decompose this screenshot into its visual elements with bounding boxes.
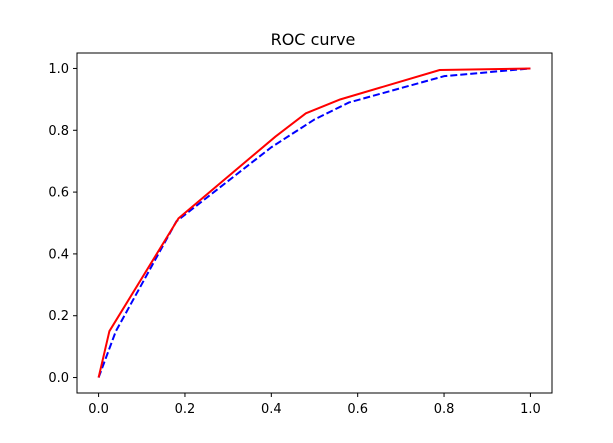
- y-tick-label-3: 0.6: [48, 186, 69, 201]
- y-tick-label-1: 0.2: [48, 309, 69, 324]
- y-axis: 0.0 0.2 0.4 0.6 0.8 1.0: [48, 62, 77, 386]
- plot-frame: [76, 52, 553, 394]
- y-tick-label-2: 0.4: [48, 247, 69, 262]
- series-line-0: [97, 67, 531, 378]
- x-tick-label-4: 0.8: [434, 402, 455, 417]
- x-tick-label-0: 0.0: [88, 402, 109, 417]
- x-tick-label-3: 0.6: [347, 402, 368, 417]
- x-tick-label-1: 0.2: [175, 402, 196, 417]
- series-line-1: [97, 67, 531, 378]
- y-tick-label-5: 1.0: [48, 62, 69, 77]
- x-axis: 0.0 0.2 0.4 0.6 0.8 1.0: [88, 393, 541, 417]
- series-layer: [97, 67, 531, 378]
- chart-title: ROC curve: [271, 30, 356, 49]
- y-tick-label-4: 0.8: [48, 124, 69, 139]
- x-tick-label-2: 0.4: [261, 402, 282, 417]
- y-tick-label-0: 0.0: [48, 371, 69, 386]
- x-tick-label-5: 1.0: [520, 402, 541, 417]
